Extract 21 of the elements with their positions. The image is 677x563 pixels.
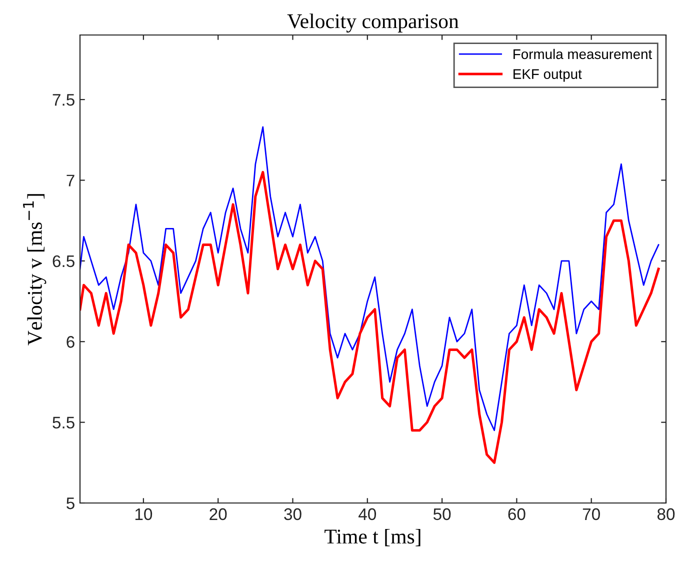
legend-label: Formula measurement <box>514 48 652 60</box>
y-tick-label: 6.5 <box>52 255 74 268</box>
y-tick-label: 6 <box>66 336 74 348</box>
x-tick-label: 40 <box>358 508 376 520</box>
x-tick-label: 10 <box>135 508 152 520</box>
legend-label: EKF output <box>514 69 582 82</box>
line-series <box>80 170 660 464</box>
x-tick-label: 80 <box>657 508 675 520</box>
y-tick-label: 7.5 <box>52 94 74 106</box>
x-tick-label: 70 <box>582 508 600 520</box>
y-tick-label: 5.5 <box>52 416 74 429</box>
line-series <box>80 126 660 432</box>
y-tick-label: 7 <box>66 174 74 186</box>
x-tick-label: 30 <box>284 508 302 520</box>
y-tick-label: 5 <box>66 498 74 510</box>
x-tick-label: 50 <box>433 508 451 520</box>
chart-title: Velocity comparison <box>287 14 459 33</box>
x-axis-title: Time t [ms] <box>324 528 420 546</box>
x-tick-label: 60 <box>508 508 526 520</box>
x-tick-label: 20 <box>210 508 227 520</box>
y-axis-title: Velocity v [ms$^{−1}$] <box>23 194 46 346</box>
